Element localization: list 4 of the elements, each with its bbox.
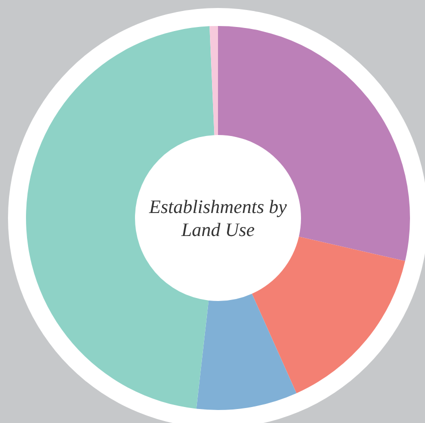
donut-slice	[252, 236, 406, 394]
text: Establishments by Land Use	[148, 196, 288, 242]
donut-slice	[210, 26, 218, 136]
donut-slice	[196, 294, 296, 410]
